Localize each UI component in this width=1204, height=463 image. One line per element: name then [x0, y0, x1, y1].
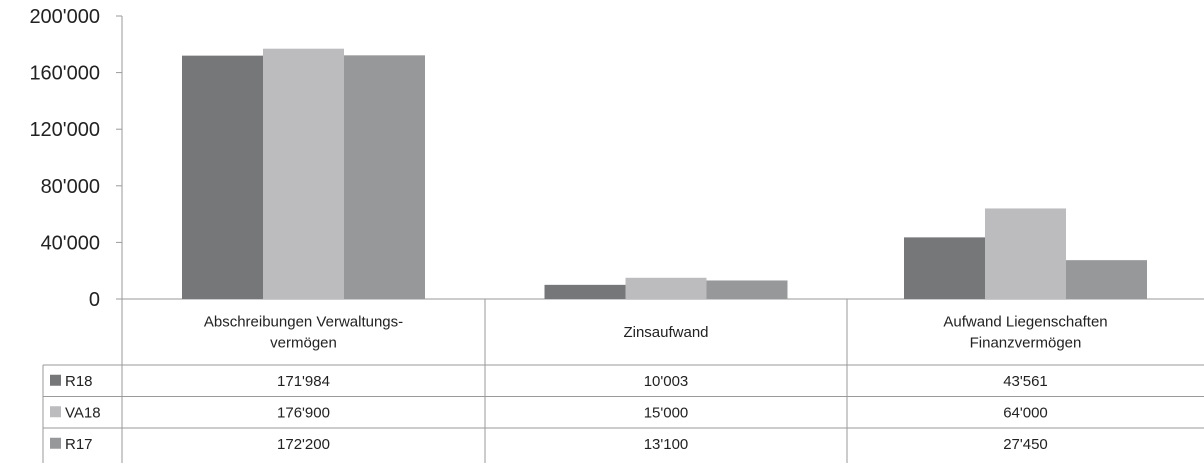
y-tick-label: 120'000	[29, 119, 100, 141]
bar-va18-1	[263, 48, 344, 300]
y-tick-label: 80'000	[41, 176, 100, 198]
legend-swatch-r18	[50, 374, 61, 386]
legend-label-r17: R17	[65, 436, 93, 453]
bar-r18-1	[182, 55, 263, 299]
y-tick-label: 40'000	[41, 232, 100, 254]
category-label: Zinsaufwand	[623, 324, 708, 341]
data-label: 27'450	[1003, 436, 1048, 453]
y-tick-label: 200'000	[29, 6, 100, 28]
data-label: 43'561	[1003, 373, 1048, 390]
data-label: 172'200	[277, 436, 330, 453]
bar-r18-2	[544, 284, 626, 299]
data-label: 13'100	[644, 436, 689, 453]
category-label: Aufwand Liegenschaften	[943, 314, 1107, 331]
y-tick-label: 160'000	[29, 63, 100, 85]
bar-va18-3	[985, 208, 1066, 299]
bar-r17-1	[344, 55, 425, 299]
legend-label-va18: VA18	[65, 404, 101, 421]
bar-r17-3	[1066, 260, 1147, 299]
data-label: 176'900	[277, 404, 330, 421]
legend-swatch-r17	[50, 437, 61, 449]
category-label: Finanzvermögen	[970, 335, 1082, 352]
bar-r18-3	[904, 237, 985, 299]
legend-swatch-va18	[50, 406, 61, 418]
legend-label-r18: R18	[65, 373, 93, 390]
data-label: 15'000	[644, 404, 689, 421]
category-label: Abschreibungen Verwaltungs-	[204, 314, 403, 331]
data-label: 10'003	[644, 373, 689, 390]
category-label: vermögen	[270, 335, 337, 352]
bar-va18-2	[625, 277, 707, 299]
y-tick-label: 0	[89, 289, 100, 311]
bar-r17-2	[706, 280, 788, 299]
data-label: 64'000	[1003, 404, 1048, 421]
data-label: 171'984	[277, 373, 330, 390]
